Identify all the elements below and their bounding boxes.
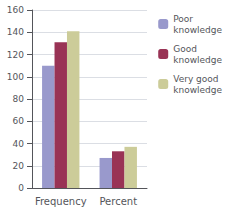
svg-text:80: 80 xyxy=(13,94,25,104)
svg-text:20: 20 xyxy=(13,161,25,171)
svg-text:Poor: Poor xyxy=(173,14,193,24)
svg-text:Very good: Very good xyxy=(173,74,218,84)
svg-text:140: 140 xyxy=(7,27,24,37)
svg-text:0: 0 xyxy=(18,183,24,193)
svg-text:100: 100 xyxy=(7,72,24,82)
svg-text:120: 120 xyxy=(7,50,24,60)
svg-text:knowledge: knowledge xyxy=(173,25,222,35)
svg-text:Good: Good xyxy=(173,44,197,54)
svg-text:knowledge: knowledge xyxy=(173,55,222,65)
svg-text:knowledge: knowledge xyxy=(173,85,222,95)
svg-text:Percent: Percent xyxy=(99,196,137,207)
svg-text:40: 40 xyxy=(13,139,25,149)
svg-text:60: 60 xyxy=(13,116,25,126)
svg-text:Frequency: Frequency xyxy=(35,196,87,207)
svg-text:160: 160 xyxy=(7,5,24,15)
